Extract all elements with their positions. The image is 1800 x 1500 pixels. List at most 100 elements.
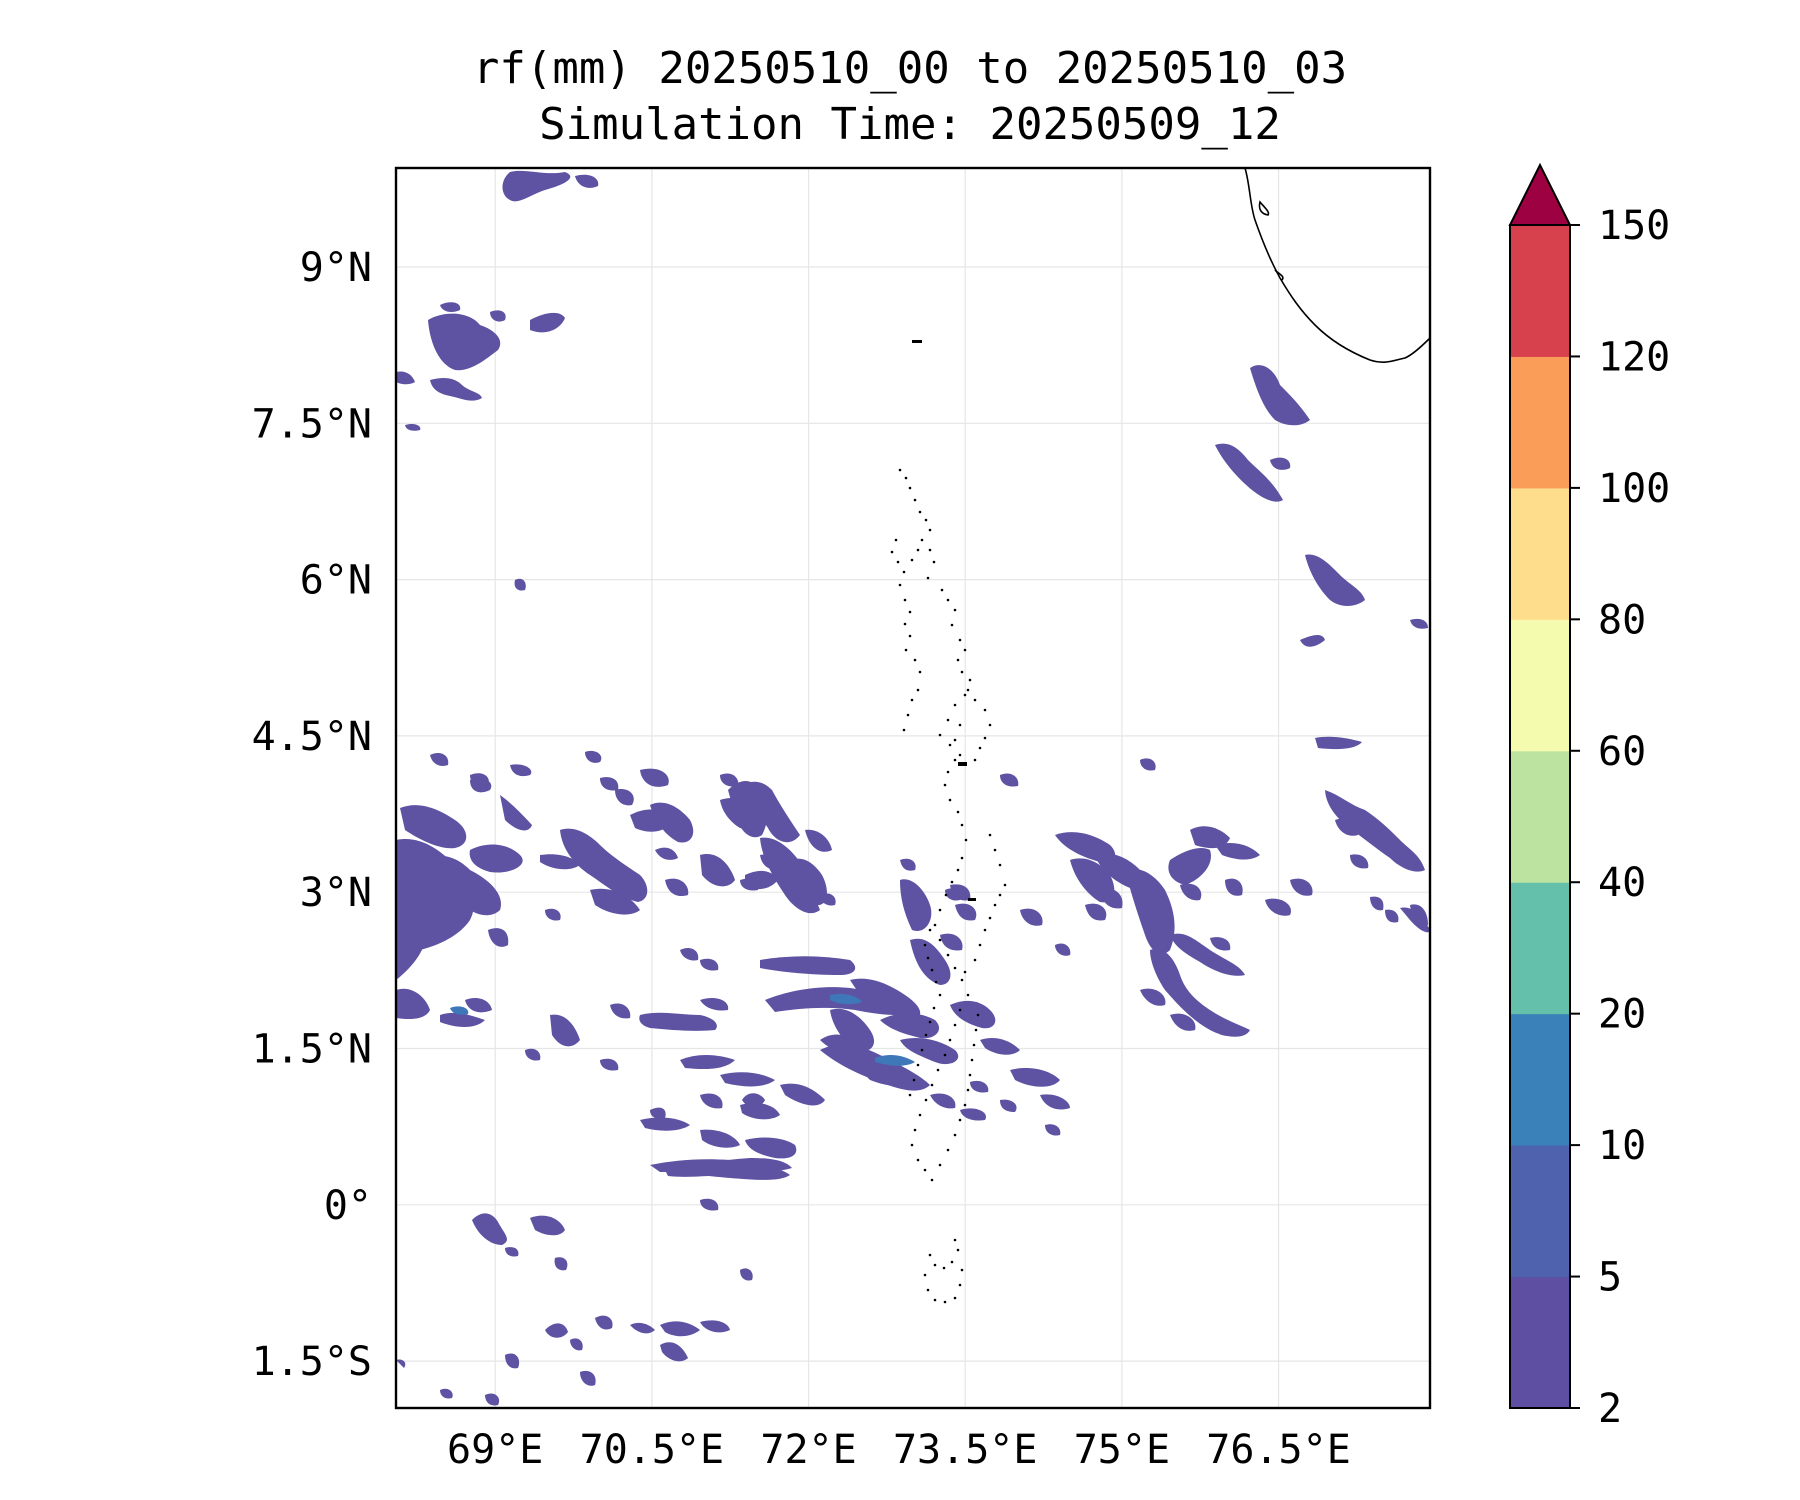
colorbar-segment [1510,619,1570,752]
lon-tick-label: 70.5°E [580,1427,725,1473]
atoll-dot [950,623,954,627]
atoll-dot [942,1266,946,1270]
atoll-dot [966,1088,970,1092]
atoll-dot [953,1023,957,1027]
atoll-dot [944,893,948,897]
atoll-dot [948,1038,952,1042]
lat-tick-label: 3°N [300,870,372,916]
atoll-dot [934,980,938,984]
lat-tick-label: 1.5°N [252,1027,372,1073]
atoll-dot [953,966,957,970]
lat-tick-label: 7.5°N [252,401,372,447]
rain-band-equatorial [396,764,832,1180]
lat-tick-label: 9°N [300,245,372,291]
atoll-dot [953,1133,957,1137]
atoll-dot [973,958,977,962]
atoll-dot [940,588,944,592]
atoll-dot [968,678,972,682]
atoll-dot [926,956,930,960]
atoll-dot [928,928,932,932]
atoll-dot [973,698,977,702]
atoll-dot [908,486,912,490]
atoll-dot [933,1298,937,1302]
atoll-dot [928,528,932,532]
rain-scattered-cells [430,578,1156,1211]
atoll-dot [946,1148,950,1152]
atoll-dot [920,538,924,542]
atoll-dot [983,928,987,932]
island-mark [912,340,922,343]
atoll-dot [963,1103,967,1107]
atoll-dot [924,518,928,522]
atoll-dot [903,622,907,626]
map-title-line2: Simulation Time: 20250509_12 [539,99,1281,150]
atoll-dot [953,758,957,762]
rain-band-east-center [1020,818,1430,1037]
rain-band-central-core [735,781,1070,1121]
colorbar-tick-label: 10 [1598,1123,1646,1169]
lat-tick-label: 6°N [300,558,372,604]
atoll-dot [908,1093,912,1097]
atoll-dot [938,908,942,912]
atoll-dot [956,658,960,662]
colorbar-tick-label: 150 [1598,203,1670,249]
atoll-dot [913,1128,917,1132]
atoll-dot [918,670,922,674]
atoll-dot [923,943,927,947]
colorbar-segment [1510,882,1570,1015]
lon-tick-label: 69°E [447,1427,543,1473]
coastline [1244,167,1431,363]
atoll-dot [958,753,962,757]
atoll-dot [978,943,982,947]
atoll-dot [983,708,987,712]
atoll-dot [910,1143,914,1147]
atoll-dot [998,893,1002,897]
atoll-dot [953,703,957,707]
atoll-dot [908,610,912,614]
colorbar-tick-label: 5 [1598,1255,1622,1301]
atoll-dot [963,693,967,697]
map-frame [394,166,1432,1410]
atoll-dot [912,1078,916,1082]
atoll-dot [963,648,967,652]
atoll-dot [974,1028,978,1032]
atoll-dot [983,736,987,740]
atoll-dot [916,1158,920,1162]
colorbar-segment [1510,487,1570,620]
atoll-dot [960,856,964,860]
atoll-dot [936,1068,940,1072]
atoll-dot [916,688,920,692]
colorbar-tick-label: 120 [1598,334,1670,380]
atoll-dot [988,916,992,920]
atoll-dot [933,1263,937,1267]
colorbar-segment [1510,1145,1570,1278]
colorbar-extend-arrow [1508,162,1572,226]
atoll-dot [970,1058,974,1062]
colorbar-tick-label: 80 [1598,597,1646,643]
lat-tick-label: 1.5°S [252,1339,372,1385]
atoll-dot [948,798,952,802]
atoll-dot [956,810,960,814]
rain-patch-northeast [1215,365,1428,926]
colorbar: 2 5 10 20 40 60 80 100 120 150 [1508,162,1670,1432]
atoll-dot [973,758,977,762]
rain-patch-south [396,1213,753,1406]
map-gridlines [396,168,1430,1408]
atoll-dot [923,1168,927,1172]
atoll-dot [938,1163,942,1167]
atoll-dot [998,863,1002,867]
atoll-dot [946,598,950,602]
atoll-dot [958,1283,962,1287]
colorbar-tick-label: 60 [1598,729,1646,775]
atoll-dot [923,1273,927,1277]
atoll-dot [913,498,917,502]
atoll-dot [933,923,937,927]
lon-tick-label: 72°E [760,1427,856,1473]
colorbar-segment [1510,1276,1570,1409]
atoll-dot [910,698,914,702]
atoll-dot [988,833,992,837]
colorbar-segment [1510,225,1570,357]
atoll-dot [960,823,964,827]
island-mark [958,762,967,766]
